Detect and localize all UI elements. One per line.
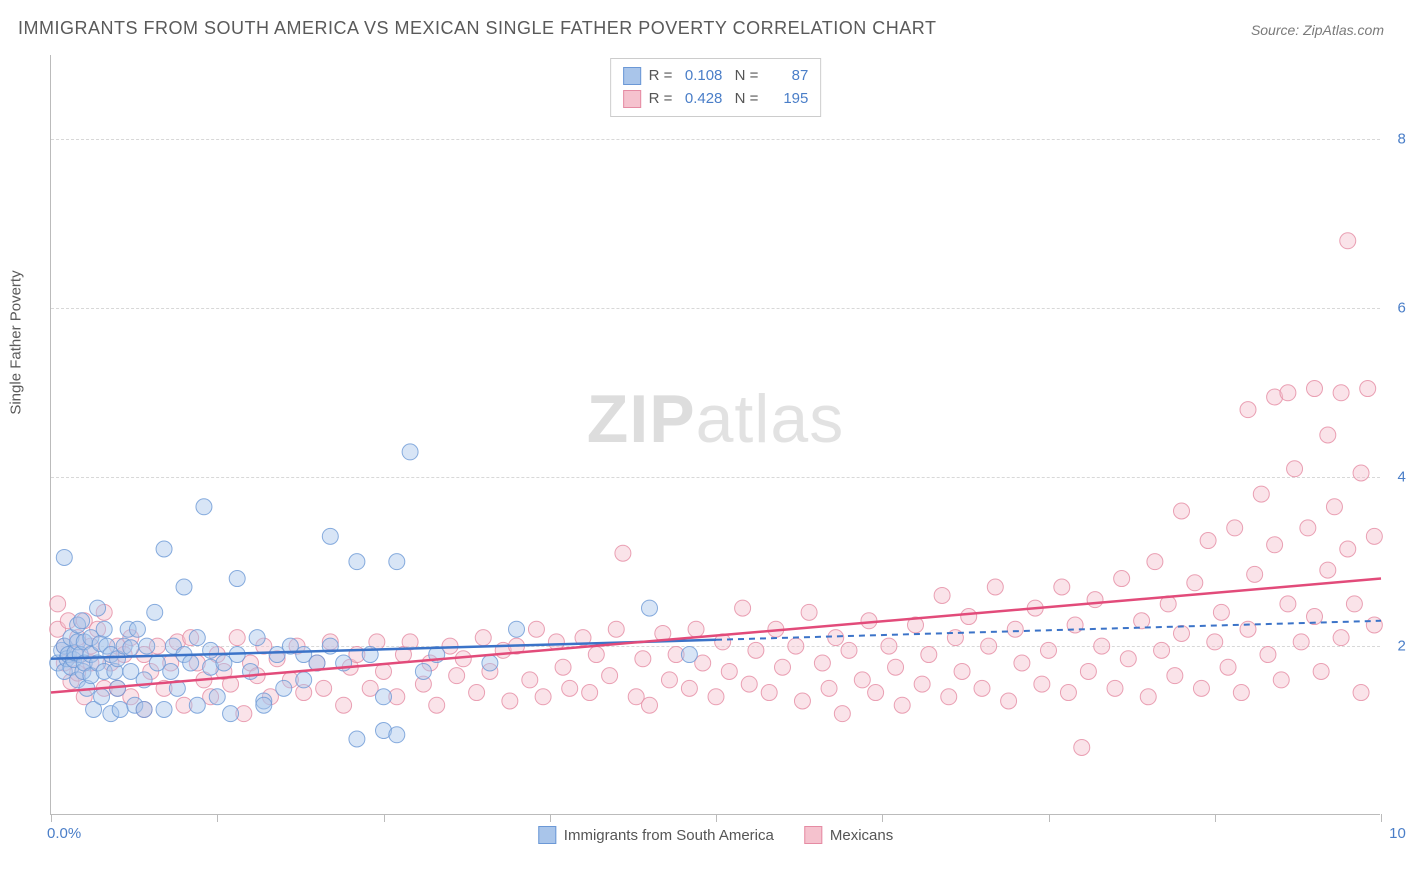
bottom-legend: Immigrants from South America Mexicans bbox=[538, 826, 893, 844]
scatter-svg bbox=[51, 55, 1380, 814]
legend-label-south-america: Immigrants from South America bbox=[564, 827, 774, 844]
y-axis-title: Single Father Poverty bbox=[8, 270, 25, 414]
source-name: ZipAtlas.com bbox=[1303, 22, 1384, 38]
source-attribution: Source: ZipAtlas.com bbox=[1251, 22, 1384, 38]
y-tick-label: 60.0% bbox=[1397, 300, 1406, 317]
legend-swatch-south-america bbox=[538, 826, 556, 844]
source-label: Source: bbox=[1251, 22, 1299, 38]
swatch-mexicans bbox=[623, 90, 641, 108]
x-axis-max-label: 100.0% bbox=[1389, 825, 1406, 842]
r-value-mexicans: 0.428 bbox=[680, 88, 722, 111]
legend-item-mexicans: Mexicans bbox=[804, 826, 893, 844]
n-label: N = bbox=[730, 65, 758, 88]
legend-item-south-america: Immigrants from South America bbox=[538, 826, 774, 844]
y-tick-label: 20.0% bbox=[1397, 638, 1406, 655]
stats-row-south-america: R = 0.108 N = 87 bbox=[623, 65, 809, 88]
stats-row-mexicans: R = 0.428 N = 195 bbox=[623, 88, 809, 111]
n-label: N = bbox=[730, 88, 758, 111]
legend-label-mexicans: Mexicans bbox=[830, 827, 893, 844]
stats-legend-box: R = 0.108 N = 87 R = 0.428 N = 195 bbox=[610, 58, 822, 117]
n-value-south-america: 87 bbox=[766, 65, 808, 88]
r-value-south-america: 0.108 bbox=[680, 65, 722, 88]
chart-plot-area: Single Father Poverty ZIPatlas 20.0%40.0… bbox=[50, 55, 1380, 815]
r-label: R = bbox=[649, 88, 673, 111]
swatch-south-america bbox=[623, 67, 641, 85]
n-value-mexicans: 195 bbox=[766, 88, 808, 111]
y-tick-label: 80.0% bbox=[1397, 131, 1406, 148]
x-axis-min-label: 0.0% bbox=[47, 825, 81, 842]
r-label: R = bbox=[649, 65, 673, 88]
legend-swatch-mexicans bbox=[804, 826, 822, 844]
chart-title: IMMIGRANTS FROM SOUTH AMERICA VS MEXICAN… bbox=[18, 18, 936, 39]
y-tick-label: 40.0% bbox=[1397, 469, 1406, 486]
